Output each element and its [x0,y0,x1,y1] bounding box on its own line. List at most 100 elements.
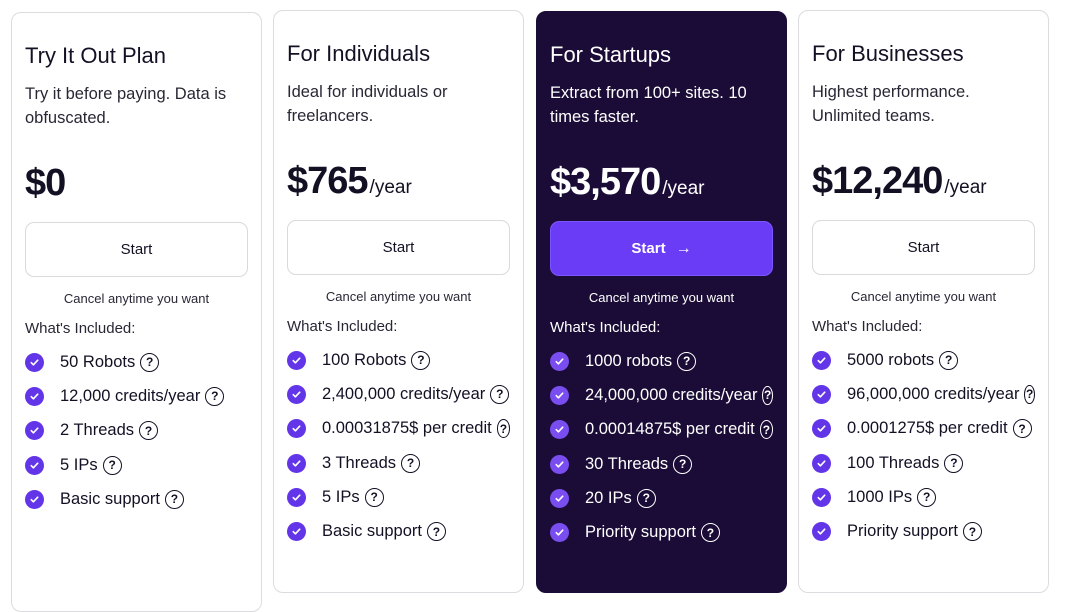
help-icon[interactable]: ? [1012,419,1032,439]
help-icon[interactable]: ? [140,352,160,372]
cancel-note: Cancel anytime you want [63,291,210,306]
price-period: /year [662,178,705,199]
plan-description: Ideal for individuals or freelancers. [287,83,448,125]
feature-item: Basic support? [25,482,248,516]
feature-label: 5 IPs [322,487,360,506]
check-icon [812,453,831,473]
plan-card: Try It Out Plan Try it before paying. Da… [11,12,262,612]
help-icon[interactable]: ? [411,350,431,370]
feature-item: 1000 IPs? [812,480,1035,514]
help-icon[interactable]: ? [962,522,982,542]
plan-card: For Businesses Highest performance. Unli… [798,10,1049,593]
start-button-label: Start [631,240,666,257]
price-amount: $0 [25,162,66,204]
check-icon [550,488,569,508]
plan-price: $3,570/year [550,161,773,219]
help-icon[interactable]: ? [164,489,184,509]
check-icon [287,350,306,370]
check-icon [287,522,306,542]
feature-label: 24,000,000 credits/year [585,385,758,404]
help-icon[interactable]: ? [205,386,225,406]
feature-label: Priority support [847,522,958,541]
feature-list: 100 Robots? 2,400,000 credits/year? 0.0003… [287,343,510,549]
check-icon [550,420,569,440]
check-icon [812,522,831,542]
arrow-right-icon: → [675,239,692,257]
check-icon [812,419,831,439]
help-icon[interactable]: ? [917,487,937,507]
check-icon [550,523,569,543]
feature-label: 5 IPs [60,455,98,474]
check-icon [550,454,569,474]
cancel-note: Cancel anytime you want [325,289,472,304]
check-icon [287,384,306,404]
feature-item: 100 Robots? [287,343,510,377]
help-icon[interactable]: ? [401,453,420,473]
price-amount: $765 [287,160,369,202]
cancel-note: Cancel anytime you want [588,290,735,305]
start-button[interactable]: Start [287,220,510,275]
plan-title: For Businesses [812,41,964,66]
plan-card: For Startups Extract from 100+ sites. 10… [536,11,787,593]
feature-label: 0.00014875$ per credit [585,420,755,439]
feature-label: Basic support [322,522,422,541]
feature-item: 100 Threads? [812,446,1035,480]
help-icon[interactable]: ? [1024,384,1035,404]
price-period: /year [944,177,987,198]
feature-label: 0.00031875$ per credit [322,419,492,438]
help-icon[interactable]: ? [426,522,446,542]
check-icon [25,386,44,406]
check-icon [25,455,44,475]
help-icon[interactable]: ? [636,488,656,508]
feature-label: 2 Threads [60,421,134,440]
feature-item: 1000 robots? [550,344,773,378]
feature-item: 50 Robots? [25,345,248,379]
included-label: What's Included: [550,319,661,336]
help-icon[interactable]: ? [673,454,693,474]
included-label: What's Included: [287,318,398,335]
feature-label: 30 Threads [585,454,669,473]
feature-item: 2 Threads? [25,414,248,448]
feature-label: 20 IPs [585,488,632,507]
feature-label: 100 Robots [322,350,407,369]
help-icon[interactable]: ? [364,487,384,507]
plan-description: Highest performance. Unlimited teams. [812,83,970,125]
help-icon[interactable]: ? [496,419,510,439]
check-icon [25,421,44,441]
feature-item: 3 Threads? [287,446,510,480]
help-icon[interactable]: ? [944,453,964,473]
feature-item: Basic support? [287,514,510,548]
check-icon [550,385,569,405]
feature-item: 0.00031875$ per credit? [287,412,510,446]
help-icon[interactable]: ? [139,421,158,441]
feature-item: Priority support? [550,515,773,549]
feature-label: 50 Robots [60,352,136,371]
cancel-note: Cancel anytime you want [850,289,997,304]
check-icon [287,453,306,473]
plan-title: For Startups [550,42,672,67]
check-icon [812,384,831,404]
feature-label: 1000 robots [585,351,673,370]
feature-item: 5000 robots? [812,343,1035,377]
help-icon[interactable]: ? [677,351,697,371]
help-icon[interactable]: ? [939,350,959,370]
start-button[interactable]: Start [812,220,1035,275]
feature-label: 96,000,000 credits/year [847,384,1020,403]
help-icon[interactable]: ? [700,523,720,543]
feature-label: Priority support [585,523,696,542]
help-icon[interactable]: ? [759,420,773,440]
help-icon[interactable]: ? [490,384,510,404]
help-icon[interactable]: ? [102,455,122,475]
feature-label: 100 Threads [847,453,940,472]
help-icon[interactable]: ? [762,385,773,405]
feature-item: 24,000,000 credits/year? [550,378,773,412]
feature-item: 2,400,000 credits/year? [287,377,510,411]
start-button[interactable]: Start → [550,221,773,276]
plan-description: Extract from 100+ sites. 10 times faster… [550,84,747,126]
start-button-label: Start [120,241,153,258]
feature-item: 5 IPs? [287,480,510,514]
feature-list: 5000 robots? 96,000,000 credits/year? 0.00… [812,343,1035,549]
feature-item: 0.00014875$ per credit? [550,413,773,447]
check-icon [25,352,44,372]
start-button[interactable]: Start [25,222,248,277]
